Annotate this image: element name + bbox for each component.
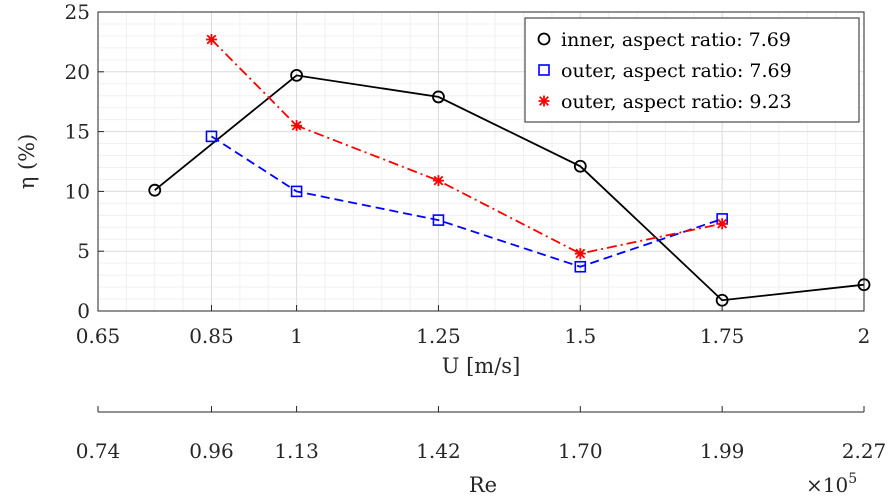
y-tick-label: 15 [65, 120, 90, 144]
square-marker [538, 64, 550, 76]
y-tick-label: 25 [65, 0, 90, 24]
square-marker [574, 260, 587, 273]
x-tick-label: 1.75 [700, 324, 745, 348]
asterisk-marker [291, 120, 303, 132]
series-line [210, 38, 723, 255]
x-tick-label: 0.65 [76, 324, 121, 348]
legend-label: outer, aspect ratio: 7.69 [561, 60, 792, 82]
asterisk-marker [574, 248, 586, 260]
asterisk-marker [432, 175, 444, 187]
legend-entry: outer, aspect ratio: 7.69 [538, 60, 792, 82]
circle-marker [573, 159, 587, 173]
secondary-axis-exponent: ×105 [806, 471, 857, 497]
square-marker [205, 130, 218, 143]
x-axis-label: U [m/s] [442, 354, 521, 378]
asterisk-marker [205, 34, 217, 46]
plot-area-frame [97, 11, 865, 312]
series-2 [205, 130, 728, 273]
series-3 [205, 34, 728, 260]
legend: inner, aspect ratio: 7.69 outer, aspect r… [524, 17, 860, 123]
x-tick-label: 1.5 [564, 324, 596, 348]
legend-label: outer, aspect ratio: 9.23 [561, 91, 792, 113]
series-line [154, 74, 865, 302]
y-tick-label: 10 [65, 179, 90, 203]
re-tick-label: 1.42 [416, 439, 461, 463]
y-tick-label: 20 [65, 60, 90, 84]
square-marker [290, 185, 303, 198]
re-tick-label: 1.99 [700, 439, 745, 463]
re-tick-label: 2.27 [842, 439, 887, 463]
series-1 [148, 68, 871, 307]
legend-box [524, 17, 860, 123]
re-tick-label: 1.13 [274, 439, 319, 463]
series-layer [148, 34, 871, 307]
x-tick-label: 2 [858, 324, 871, 348]
x-tick-label: 1 [290, 324, 303, 348]
square-marker [432, 214, 445, 226]
re-tick-label: 1.70 [558, 439, 603, 463]
circle-marker [148, 183, 162, 197]
y-tick-label: 0 [77, 299, 90, 323]
legend-entry: inner, aspect ratio: 7.69 [537, 29, 791, 51]
re-tick-label: 0.74 [76, 439, 121, 463]
re-tick-label: 0.96 [189, 439, 234, 463]
circle-marker [537, 32, 551, 46]
series-line [210, 135, 723, 268]
asterisk-marker [716, 218, 728, 230]
circle-marker [432, 90, 445, 104]
circle-marker [290, 68, 303, 82]
secondary-re-axis: 0.74 0.96 1.13 1.42 1.70 1.99 2.27 [76, 406, 887, 463]
exponent-base: ×10 [806, 473, 848, 497]
x-tick-label: 1.25 [416, 324, 461, 348]
y-tick-label: 5 [77, 239, 90, 263]
asterisk-marker [538, 95, 550, 107]
legend-entry: outer, aspect ratio: 9.23 [538, 91, 792, 113]
y-axis-label: η (%) [15, 134, 39, 190]
x-tick-label: 0.85 [189, 324, 234, 348]
exponent-power: 5 [848, 471, 857, 487]
secondary-axis-label: Re [469, 473, 497, 497]
legend-label: inner, aspect ratio: 7.69 [561, 29, 791, 51]
